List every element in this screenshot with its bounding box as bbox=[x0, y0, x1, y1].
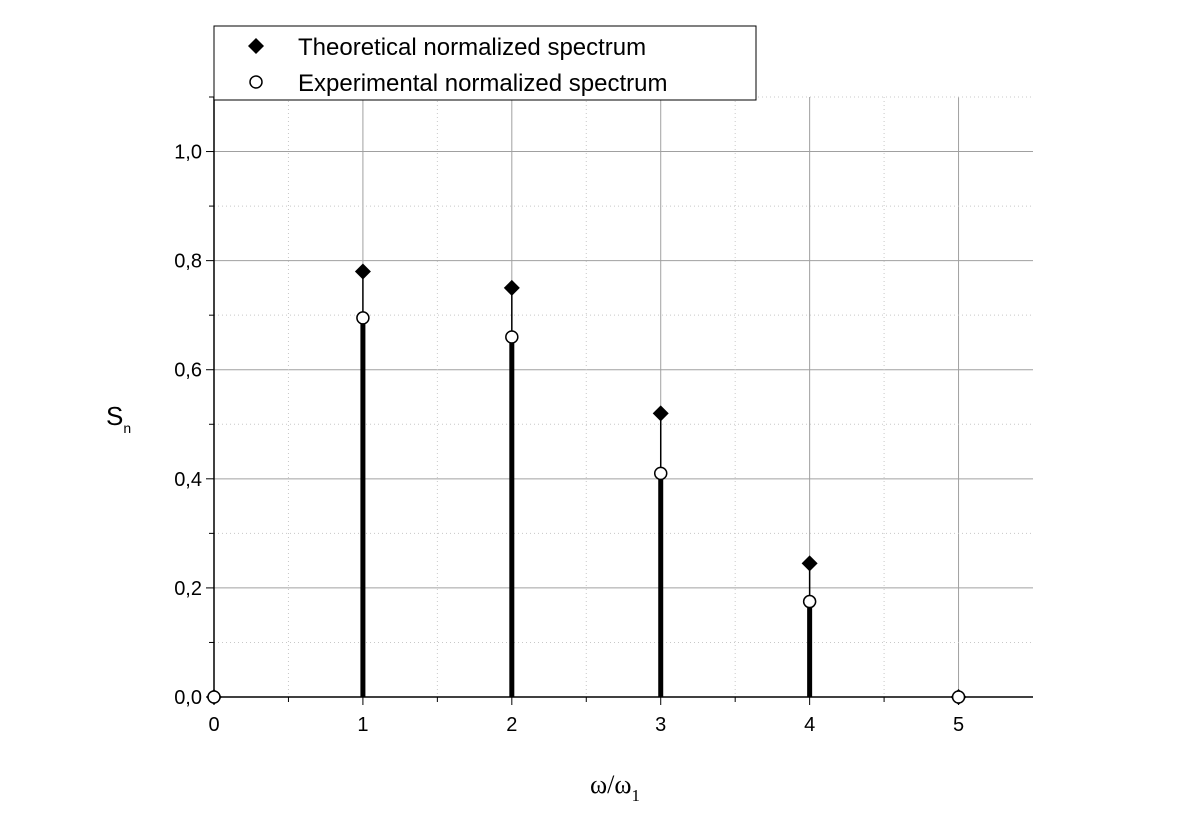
theoretical-point bbox=[354, 263, 371, 280]
y-tick-label: 0,6 bbox=[174, 360, 202, 382]
x-axis-label-main: ω/ω bbox=[590, 770, 631, 799]
x-tick-label: 4 bbox=[804, 714, 815, 736]
experimental-point bbox=[951, 690, 966, 704]
experimental-point bbox=[653, 466, 668, 481]
y-axis-label-main: S bbox=[106, 401, 123, 431]
x-tick-label: 2 bbox=[506, 714, 517, 736]
x-tick-label: 0 bbox=[208, 714, 219, 736]
theoretical-point bbox=[503, 279, 520, 296]
x-axis-label-sub: 1 bbox=[631, 786, 640, 805]
y-axis-label: Sn bbox=[106, 401, 131, 436]
y-tick-label: 0,4 bbox=[174, 469, 202, 491]
experimental-point bbox=[802, 594, 817, 609]
experimental-point bbox=[356, 311, 370, 325]
legend-diamond-icon bbox=[248, 38, 264, 54]
legend-circle-icon bbox=[249, 75, 263, 89]
grid bbox=[214, 96, 1033, 697]
legend-label-theoretical: Theoretical normalized spectrum bbox=[298, 34, 646, 61]
stems bbox=[360, 271, 813, 697]
y-axis-label-sub: n bbox=[123, 420, 131, 436]
theoretical-point bbox=[801, 555, 818, 572]
x-tick-label: 1 bbox=[357, 714, 368, 736]
tick-labels: 0 1 2 3 4 5 0,0 0,2 0,4 0,6 0,8 1,0 bbox=[174, 142, 964, 736]
experimental-point bbox=[505, 330, 519, 344]
theoretical-point bbox=[652, 405, 669, 422]
x-tick-label: 5 bbox=[953, 714, 964, 736]
legend-label-experimental: Experimental normalized spectrum bbox=[298, 70, 667, 97]
axes bbox=[206, 96, 1033, 705]
y-tick-label: 1,0 bbox=[174, 142, 202, 164]
experimental-point bbox=[207, 690, 221, 704]
markers bbox=[206, 263, 967, 705]
legend-box bbox=[213, 25, 757, 101]
y-tick-label: 0,2 bbox=[174, 578, 202, 600]
legend: Theoretical normalized spectrum Experime… bbox=[213, 25, 757, 101]
y-tick-label: 0,8 bbox=[174, 251, 202, 273]
x-axis-label: ω/ω1 bbox=[590, 770, 640, 805]
y-tick-label: 0,0 bbox=[174, 687, 202, 709]
x-tick-label: 3 bbox=[655, 714, 666, 736]
